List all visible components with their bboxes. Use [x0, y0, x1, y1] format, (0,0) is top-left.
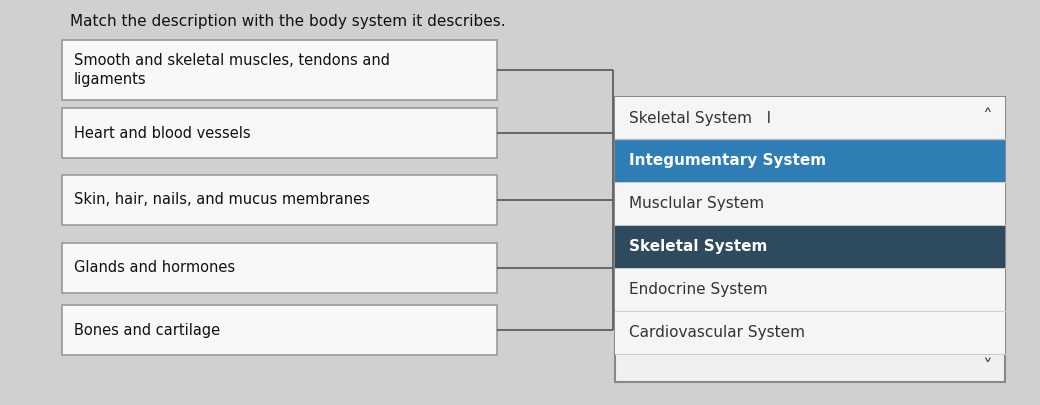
Text: Endocrine System: Endocrine System — [629, 282, 768, 297]
Text: ˄: ˄ — [982, 109, 992, 128]
Bar — [615, 225, 1005, 268]
Text: Match the description with the body system it describes.: Match the description with the body syst… — [70, 14, 505, 29]
Text: Cardiovascular System: Cardiovascular System — [629, 325, 805, 340]
Text: Skeletal System: Skeletal System — [629, 239, 768, 254]
Bar — [62, 305, 497, 355]
Text: ˅: ˅ — [982, 358, 992, 377]
Text: Skeletal System   Ⅰ: Skeletal System Ⅰ — [629, 111, 771, 126]
Text: Skin, hair, nails, and mucus membranes: Skin, hair, nails, and mucus membranes — [74, 192, 370, 207]
Bar — [615, 97, 1005, 139]
Text: Heart and blood vessels: Heart and blood vessels — [74, 126, 251, 141]
Bar — [615, 268, 1005, 311]
Text: Smooth and skeletal muscles, tendons and
ligaments: Smooth and skeletal muscles, tendons and… — [74, 53, 390, 87]
Bar — [62, 108, 497, 158]
Bar — [615, 139, 1005, 182]
Text: Integumentary System: Integumentary System — [629, 153, 826, 168]
Text: Musclular System: Musclular System — [629, 196, 764, 211]
Text: Bones and cartilage: Bones and cartilage — [74, 322, 220, 337]
Bar — [62, 175, 497, 225]
Bar — [62, 243, 497, 293]
Bar — [615, 182, 1005, 225]
Text: Glands and hormones: Glands and hormones — [74, 260, 235, 275]
Bar — [615, 311, 1005, 354]
Bar — [615, 97, 1005, 382]
Bar — [62, 40, 497, 100]
